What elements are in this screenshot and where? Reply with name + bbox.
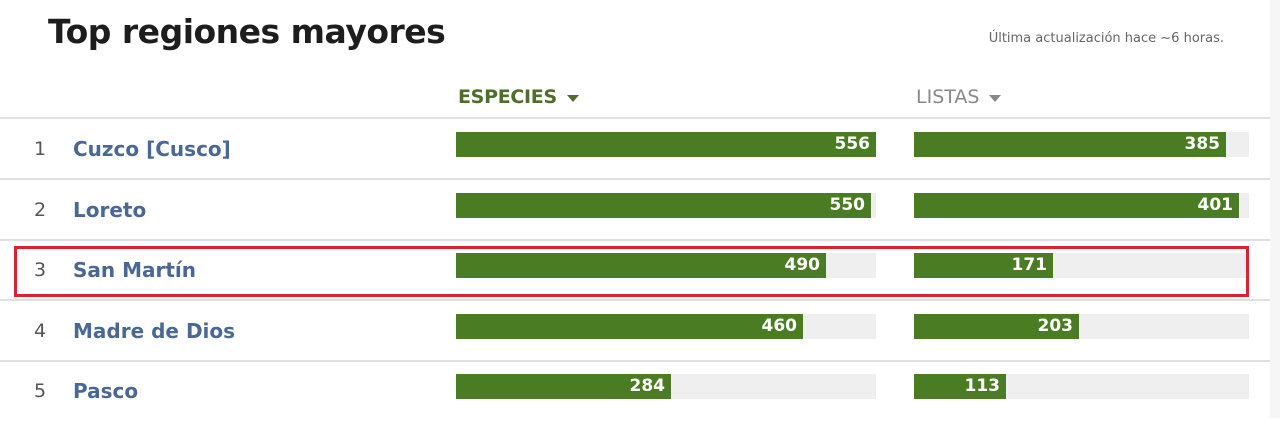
header-divider — [0, 117, 1270, 119]
especies-bar-track: 460 — [456, 314, 876, 339]
listas-bar[interactable] — [914, 193, 1239, 218]
row-divider — [0, 239, 1270, 241]
table-row: 4 Madre de Dios 460 203 — [0, 301, 1270, 361]
especies-value: 550 — [829, 195, 866, 215]
page-title: Top regiones mayores — [48, 12, 446, 51]
listas-bar[interactable] — [914, 253, 1053, 278]
region-link[interactable]: Loreto — [73, 198, 147, 222]
rank-number: 2 — [33, 199, 47, 221]
listas-bar-track: 203 — [914, 314, 1249, 339]
page-edge — [1270, 0, 1280, 418]
listas-bar-track: 171 — [914, 253, 1249, 278]
region-link[interactable]: San Martín — [73, 258, 197, 282]
table-row: 2 Loreto 550 401 — [0, 180, 1270, 240]
region-link[interactable]: Madre de Dios — [73, 319, 236, 343]
table-row: 3 San Martín 490 171 — [0, 240, 1270, 300]
listas-value: 113 — [964, 376, 1001, 396]
especies-bar[interactable] — [456, 374, 671, 399]
especies-bar-track: 550 — [456, 193, 876, 218]
table-row: 5 Pasco 284 113 — [0, 361, 1270, 421]
especies-bar[interactable] — [456, 132, 876, 157]
rank-number: 1 — [33, 138, 47, 160]
region-link[interactable]: Pasco — [73, 379, 139, 403]
listas-value: 203 — [1037, 316, 1074, 336]
caret-down-icon — [566, 94, 579, 102]
listas-bar-track: 385 — [914, 132, 1249, 157]
rank-number: 4 — [33, 320, 47, 342]
row-divider — [0, 299, 1270, 301]
especies-value: 284 — [629, 376, 666, 396]
especies-bar-track: 490 — [456, 253, 876, 278]
region-link[interactable]: Cuzco [Cusco] — [73, 137, 231, 161]
listas-bar-track: 401 — [914, 193, 1249, 218]
rank-number: 3 — [33, 259, 47, 281]
listas-bar-track: 113 — [914, 374, 1249, 399]
especies-bar-track: 284 — [456, 374, 876, 399]
listas-value: 171 — [1011, 255, 1048, 275]
caret-down-icon — [989, 94, 1002, 102]
listas-bar[interactable] — [914, 314, 1079, 339]
listas-value: 385 — [1184, 134, 1221, 154]
listas-value: 401 — [1197, 195, 1234, 215]
table-row: 1 Cuzco [Cusco] 556 385 — [0, 119, 1270, 179]
especies-value: 460 — [761, 316, 798, 336]
sort-listas-button[interactable]: LISTAS — [916, 86, 1002, 108]
especies-value: 490 — [784, 255, 821, 275]
especies-bar[interactable] — [456, 314, 803, 339]
especies-header-label: ESPECIES — [458, 86, 557, 108]
sort-especies-button[interactable]: ESPECIES — [458, 86, 579, 108]
listas-bar[interactable] — [914, 132, 1226, 157]
rank-number: 5 — [33, 380, 47, 402]
especies-bar[interactable] — [456, 253, 826, 278]
row-divider — [0, 178, 1270, 180]
especies-bar-track: 556 — [456, 132, 876, 157]
last-updated-text: Última actualización hace ~6 horas. — [988, 31, 1224, 46]
especies-bar[interactable] — [456, 193, 871, 218]
listas-bar[interactable] — [914, 374, 1006, 399]
row-divider — [0, 360, 1270, 362]
listas-header-label: LISTAS — [916, 86, 980, 108]
especies-value: 556 — [834, 134, 871, 154]
